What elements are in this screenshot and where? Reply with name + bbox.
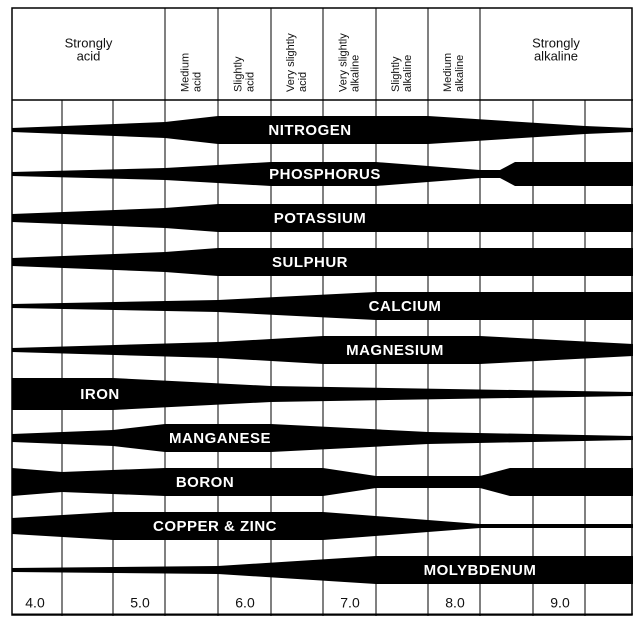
header-label: Very slightly: [285, 33, 297, 92]
header-label: Strongly: [65, 35, 113, 50]
header-label: Medium: [179, 53, 191, 92]
header-label: Slightly: [232, 56, 244, 92]
availability-band: [12, 204, 633, 232]
ph-label: 6.0: [235, 595, 255, 611]
bands: [12, 116, 633, 584]
header-label: acid: [77, 48, 101, 63]
nutrient-label: MOLYBDENUM: [424, 562, 537, 579]
nutrient-label: BORON: [176, 474, 234, 491]
nutrient-label: POTASSIUM: [274, 210, 367, 227]
header-label: Slightly: [390, 56, 402, 92]
nutrient-label: MANGANESE: [169, 430, 271, 447]
nutrient-label: SULPHUR: [272, 254, 348, 271]
ph-label: 7.0: [340, 595, 360, 611]
availability-band: [12, 336, 633, 364]
nutrient-label: IRON: [80, 386, 120, 403]
nutrient-label: PHOSPHORUS: [269, 166, 381, 183]
header-label: alkaline: [349, 55, 361, 92]
header-label: alkaline: [454, 55, 466, 92]
availability-band: [12, 116, 633, 144]
header-label: Medium: [442, 53, 454, 92]
header-label: Very slightly: [337, 33, 349, 92]
availability-band: [12, 512, 633, 540]
nutrient-label: MAGNESIUM: [346, 342, 444, 359]
header-label: alkaline: [402, 55, 414, 92]
header-label: acid: [191, 72, 203, 92]
availability-band: [12, 424, 633, 452]
ph-label: 5.0: [130, 595, 150, 611]
header-label: acid: [297, 72, 309, 92]
availability-band: [12, 378, 633, 410]
header-label: alkaline: [534, 48, 578, 63]
nutrient-label: COPPER & ZINC: [153, 518, 277, 535]
frame: [11, 7, 633, 616]
header-label: Strongly: [532, 35, 580, 50]
availability-band: [12, 248, 633, 276]
ph-label: 8.0: [445, 595, 465, 611]
ph-label: 4.0: [25, 595, 45, 611]
availability-band: [12, 556, 633, 584]
availability-band: [12, 162, 633, 186]
nutrient-label: NITROGEN: [268, 122, 351, 139]
availability-band: [12, 468, 633, 496]
availability-band: [12, 292, 633, 320]
nutrient-label: CALCIUM: [369, 298, 442, 315]
header-label: acid: [244, 72, 256, 92]
ph-label: 9.0: [550, 595, 570, 611]
